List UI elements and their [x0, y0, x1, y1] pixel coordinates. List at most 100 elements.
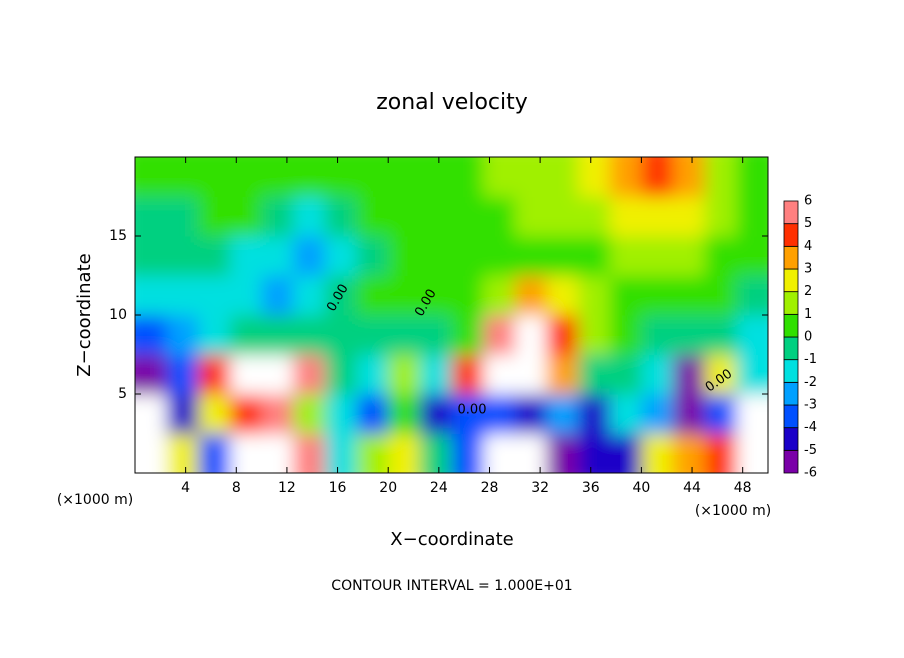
cell [135, 394, 168, 434]
cell [704, 315, 737, 355]
cell [198, 157, 231, 197]
cell [166, 433, 199, 473]
colorbar-box [783, 381, 799, 406]
cell [419, 433, 452, 473]
cell [483, 394, 516, 434]
cell [641, 354, 674, 395]
cell [736, 236, 768, 276]
cell [198, 196, 231, 237]
cell [388, 315, 421, 355]
cell [578, 394, 611, 434]
y-tick-label: 10 [109, 307, 127, 323]
cell [293, 433, 326, 473]
cell [293, 236, 326, 276]
colorbar-label: 3 [804, 262, 812, 277]
cell [736, 275, 768, 316]
cell [578, 315, 611, 355]
cell [578, 196, 611, 237]
cell [673, 157, 706, 197]
cell [483, 236, 516, 276]
cell [514, 394, 547, 434]
cell [229, 157, 263, 197]
cell [229, 236, 263, 276]
colorbar-label: -3 [804, 398, 817, 413]
cells [135, 157, 768, 473]
cell [135, 433, 168, 473]
cell [609, 354, 642, 395]
cell [704, 433, 737, 473]
chart-title: zonal velocity [376, 90, 528, 115]
footer: CONTOUR INTERVAL = 1.000E+01 [331, 578, 572, 594]
cell [198, 236, 231, 276]
cell [356, 236, 389, 276]
cell [736, 394, 768, 434]
cell [261, 196, 294, 237]
cell [736, 196, 768, 237]
cell [451, 354, 484, 395]
cell [293, 315, 326, 355]
cell [293, 157, 326, 197]
cell [356, 315, 389, 355]
cell [135, 196, 168, 237]
cell [261, 394, 294, 434]
cell [736, 315, 768, 355]
cell [229, 433, 263, 473]
colorbar-label: -6 [804, 466, 817, 481]
cell [451, 196, 484, 237]
cell [324, 315, 358, 355]
cell [419, 315, 452, 355]
cell [609, 157, 642, 197]
cell [451, 275, 484, 316]
x-tick-label: 36 [582, 480, 600, 496]
x-tick-label: 16 [329, 480, 347, 496]
cell [324, 236, 358, 276]
cell [419, 275, 452, 316]
cell [514, 157, 547, 197]
cell [673, 354, 706, 395]
cell [135, 236, 168, 276]
colorbar-label: -1 [804, 352, 817, 367]
cell [451, 394, 484, 434]
cell [356, 354, 389, 395]
x-tick-label: 4 [181, 480, 190, 496]
cell [641, 196, 674, 237]
cell [293, 394, 326, 434]
colorbar-label: 5 [804, 216, 812, 231]
cell [166, 315, 199, 355]
cell [135, 354, 168, 395]
cell [356, 275, 389, 316]
cell [324, 275, 358, 316]
cell [198, 433, 231, 473]
cell [546, 354, 579, 395]
cell [514, 315, 547, 355]
y-tick-label: 5 [118, 386, 127, 402]
field [135, 157, 768, 473]
cell [419, 394, 452, 434]
colorbar-box [783, 336, 799, 361]
cell [578, 275, 611, 316]
cell [736, 354, 768, 395]
x-tick-label: 44 [683, 480, 701, 496]
cell [609, 236, 642, 276]
cell [293, 275, 326, 316]
cell [483, 157, 516, 197]
cell [578, 157, 611, 197]
colorbar-label: -5 [804, 443, 817, 458]
contour-label: 0.00 [458, 403, 487, 418]
cell [546, 433, 579, 473]
cell [356, 394, 389, 434]
cell [261, 236, 294, 276]
cell [546, 196, 579, 237]
x-tick-label: 48 [734, 480, 752, 496]
cell [261, 275, 294, 316]
cell [483, 354, 516, 395]
cell [609, 394, 642, 434]
cell [356, 433, 389, 473]
cell [641, 433, 674, 473]
cell [451, 236, 484, 276]
cell [198, 354, 231, 395]
cell [356, 157, 389, 197]
colorbar-box [783, 223, 799, 247]
cell [324, 354, 358, 395]
